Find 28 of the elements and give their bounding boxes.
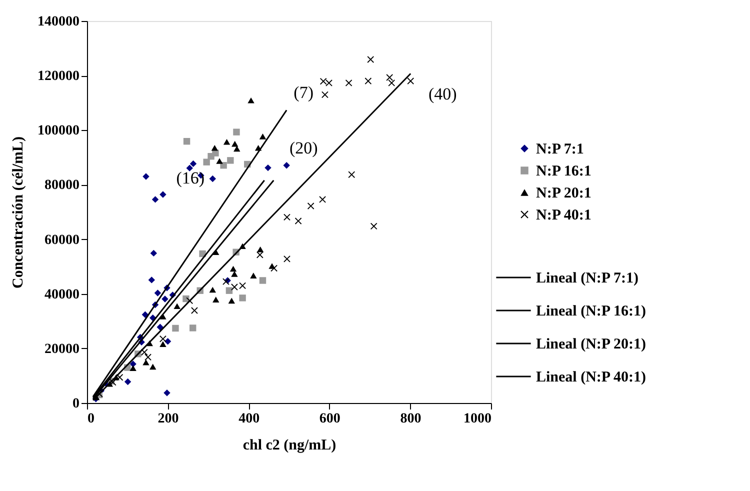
y-axis-title: Concentración (cél/mL): [10, 136, 26, 289]
y-tick-label: 0: [72, 396, 80, 412]
legend-label: N:P 7:1: [536, 142, 584, 158]
y-tick-label: 100000: [38, 124, 80, 139]
x-tick-label: 400: [238, 412, 260, 426]
x-tick-label: 800: [400, 412, 422, 426]
x-tick-label: 1000: [464, 412, 492, 426]
x-tick-label: 0: [88, 412, 94, 426]
legend-label: N:P 40:1: [536, 208, 592, 224]
annotation: (16): [176, 168, 205, 188]
x-axis-title: chl c2 (ng/mL): [242, 438, 336, 454]
x-tick-label: 600: [319, 412, 340, 426]
x-tick-label: 200: [158, 412, 179, 426]
legend-label: N:P 20:1: [536, 186, 592, 202]
legend-label: N:P 16:1: [536, 164, 592, 180]
y-tick-label: 20000: [44, 342, 80, 357]
legend-label: Lineal (N:P 20:1): [536, 336, 646, 352]
y-tick-label: 40000: [44, 287, 80, 302]
y-tick-label: 80000: [44, 178, 80, 194]
annotation: (40): [428, 84, 457, 104]
y-tick-label: 60000: [44, 232, 80, 248]
y-tick-label: 140000: [38, 14, 80, 30]
annotation: (20): [289, 138, 318, 158]
annotation: (7): [294, 83, 314, 102]
legend-label: Lineal (N:P 7:1): [536, 270, 638, 286]
legend-label: Lineal (N:P 16:1): [536, 304, 646, 320]
legend-label: Lineal (N:P 40:1): [536, 370, 646, 386]
y-tick-label: 120000: [38, 69, 80, 84]
